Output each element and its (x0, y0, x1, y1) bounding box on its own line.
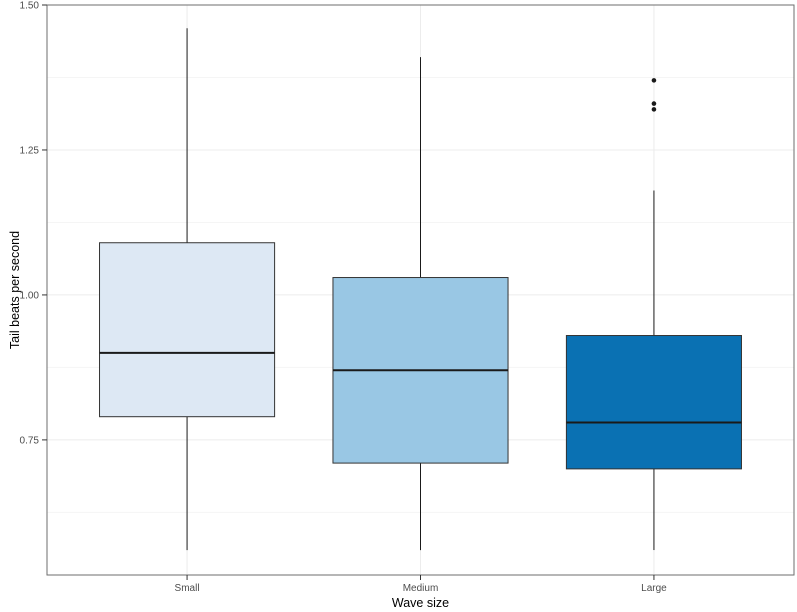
y-tick-label: 0.75 (20, 435, 40, 446)
y-tick-label: 1.00 (20, 290, 40, 301)
y-tick-label: 1.25 (20, 145, 40, 156)
outlier-point-large (651, 107, 657, 112)
x-axis-title: Wave size (391, 596, 450, 610)
outlier-point-large (651, 78, 657, 83)
x-tick-label: Large (641, 583, 667, 594)
x-tick-label: Small (175, 583, 200, 594)
x-tick-label: Medium (403, 583, 439, 594)
box-small (99, 242, 276, 418)
outlier-point-large (651, 101, 657, 106)
box-large (565, 335, 742, 470)
y-tick-label: 1.50 (20, 1, 40, 12)
y-axis-title: Tail beats per second (8, 230, 22, 350)
